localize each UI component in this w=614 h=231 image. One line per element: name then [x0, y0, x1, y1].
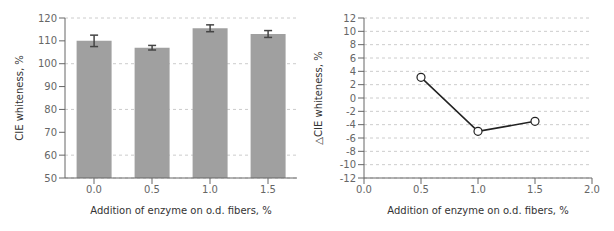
svg-text:1.5: 1.5: [260, 184, 276, 195]
svg-text:110: 110: [38, 35, 57, 46]
svg-text:-10: -10: [340, 159, 356, 170]
svg-text:100: 100: [38, 58, 57, 69]
svg-text:12: 12: [343, 13, 356, 24]
svg-text:2.0: 2.0: [584, 184, 600, 195]
svg-text:0.5: 0.5: [413, 184, 429, 195]
svg-text:1.0: 1.0: [202, 184, 218, 195]
svg-text:2: 2: [350, 79, 356, 90]
svg-text:90: 90: [44, 81, 57, 92]
svg-text:-2: -2: [346, 106, 356, 117]
svg-text:△CIE whiteness, %: △CIE whiteness, %: [313, 51, 324, 144]
svg-text:Addition of enzyme on o.d. fib: Addition of enzyme on o.d. fibers, %: [387, 205, 568, 216]
svg-text:6: 6: [350, 53, 356, 64]
svg-text:0: 0: [350, 93, 356, 104]
svg-text:1.5: 1.5: [527, 184, 543, 195]
svg-text:60: 60: [44, 150, 57, 161]
svg-text:50: 50: [44, 173, 57, 184]
svg-text:CIE whiteness, %: CIE whiteness, %: [14, 55, 25, 141]
svg-text:-6: -6: [346, 133, 356, 144]
svg-text:4: 4: [350, 66, 356, 77]
svg-text:1.0: 1.0: [470, 184, 486, 195]
svg-text:80: 80: [44, 104, 57, 115]
svg-text:120: 120: [38, 13, 57, 24]
svg-text:-12: -12: [340, 173, 356, 184]
svg-text:0.5: 0.5: [144, 184, 160, 195]
svg-text:Addition of enzyme on o.d. fib: Addition of enzyme on o.d. fibers, %: [90, 205, 271, 216]
svg-text:10: 10: [343, 26, 356, 37]
svg-text:-4: -4: [346, 119, 356, 130]
svg-text:8: 8: [350, 39, 356, 50]
svg-text:70: 70: [44, 127, 57, 138]
svg-text:0.0: 0.0: [356, 184, 372, 195]
svg-text:-8: -8: [346, 146, 356, 157]
svg-text:0.0: 0.0: [86, 184, 102, 195]
